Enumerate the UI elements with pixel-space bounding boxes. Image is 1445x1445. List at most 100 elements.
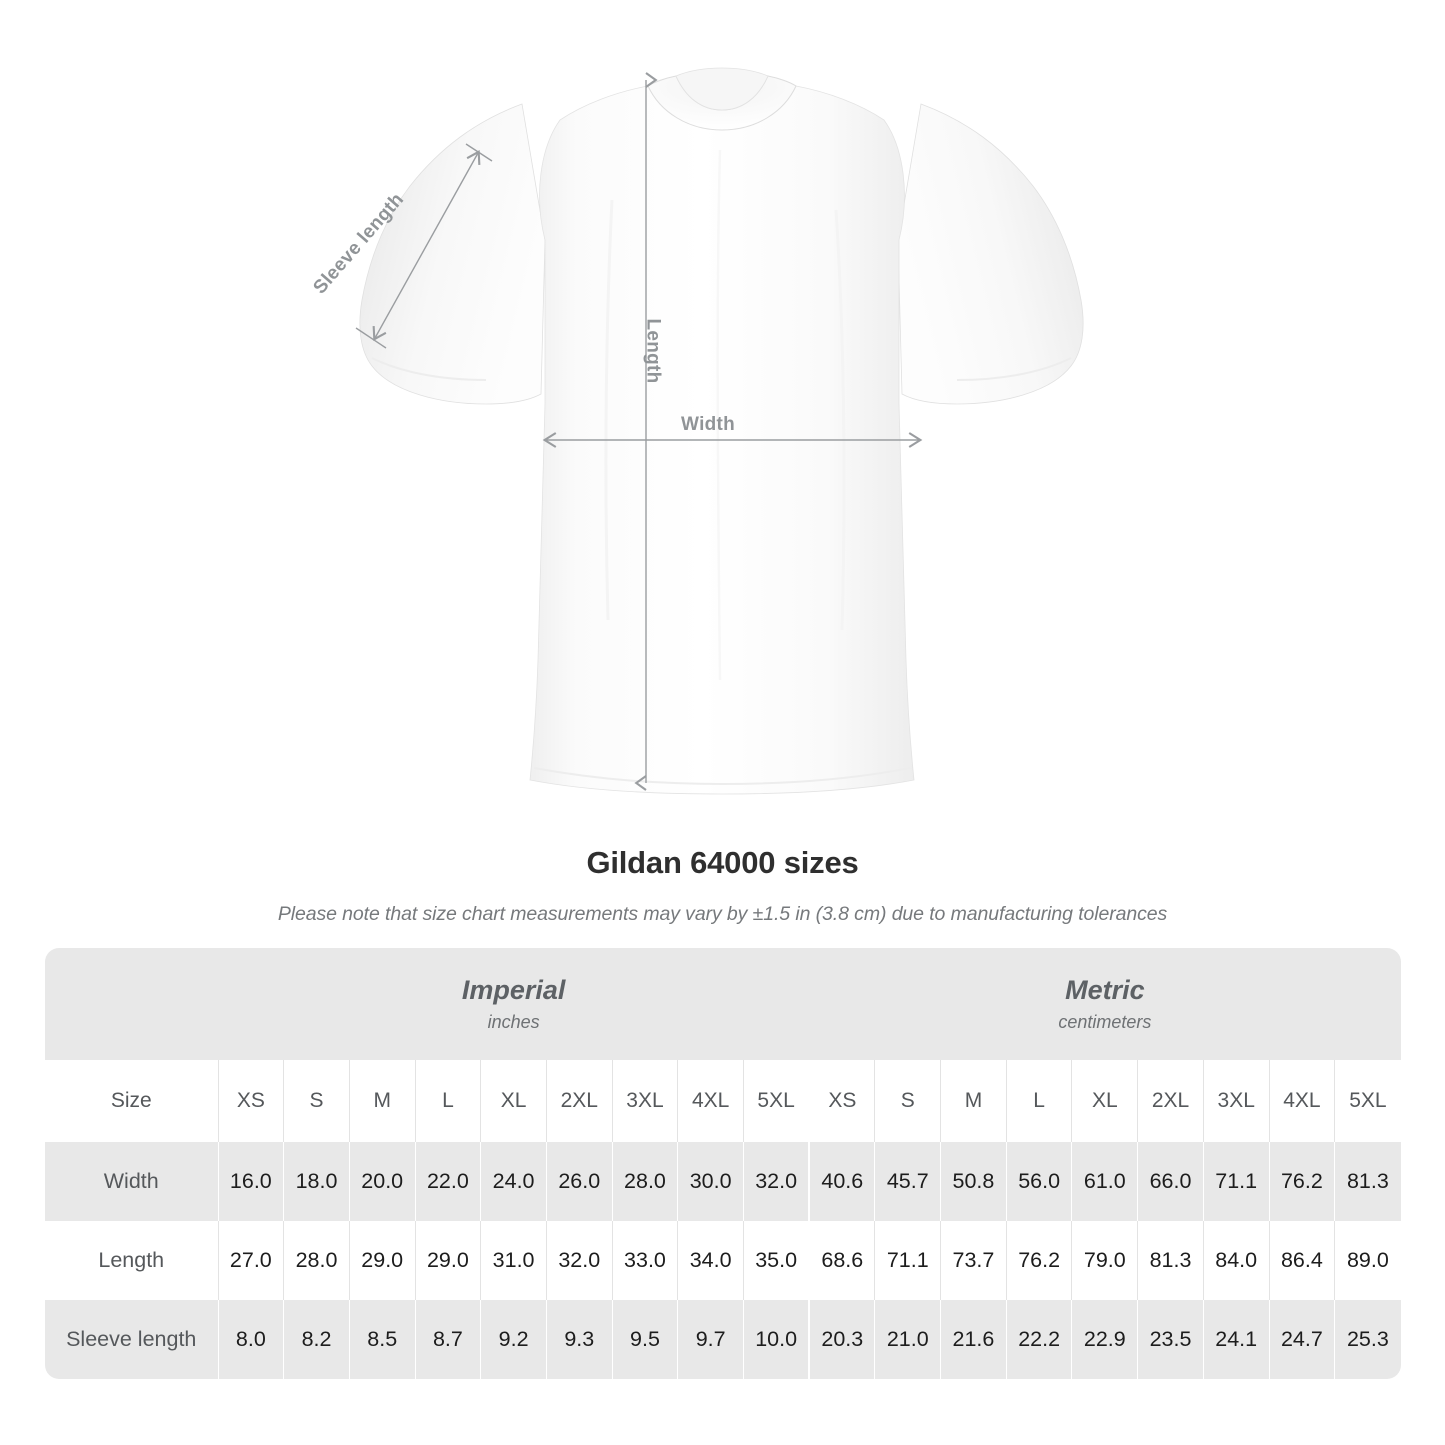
cell-length-imperial-2xl: 32.0: [545, 1221, 613, 1300]
cell-width-imperial-m: 20.0: [348, 1142, 416, 1221]
unit-header-imperial: Imperial inches: [218, 948, 810, 1060]
sleeve-measure-arrow: [372, 150, 481, 341]
size-header-metric-l: L: [1005, 1060, 1072, 1142]
sleeve-tick-top: [465, 143, 493, 162]
cell-length-imperial-4xl: 34.0: [677, 1221, 744, 1300]
cell-sleeve-length-imperial-s: 8.2: [283, 1300, 350, 1379]
unit-header-metric: Metric centimeters: [809, 948, 1401, 1060]
cell-width-metric-xl: 61.0: [1071, 1142, 1138, 1221]
cell-width-metric-3xl: 71.1: [1202, 1142, 1270, 1221]
cell-sleeve-length-imperial-m: 8.5: [348, 1300, 416, 1379]
left-sleeve-hem: [371, 357, 487, 381]
size-header-imperial-5xl: 5XL: [743, 1060, 810, 1142]
row-label-length: Length: [45, 1221, 219, 1300]
cell-length-metric-xs: 68.6: [808, 1221, 875, 1300]
size-header-metric-xl: XL: [1071, 1060, 1138, 1142]
size-header-imperial-2xl: 2XL: [545, 1060, 613, 1142]
size-header-imperial-xl: XL: [480, 1060, 547, 1142]
unit-name: Metric: [1065, 974, 1145, 1005]
cell-sleeve-length-imperial-2xl: 9.3: [545, 1300, 613, 1379]
cell-length-metric-2xl: 81.3: [1137, 1221, 1204, 1300]
cell-width-imperial-4xl: 30.0: [677, 1142, 744, 1221]
tolerance-note: Please note that size chart measurements…: [277, 903, 1168, 925]
cell-sleeve-length-imperial-xs: 8.0: [218, 1300, 284, 1379]
collar-opening: [675, 67, 769, 111]
cell-width-metric-4xl: 76.2: [1268, 1142, 1335, 1221]
cell-sleeve-length-imperial-3xl: 9.5: [611, 1300, 678, 1379]
width-label: Width: [681, 414, 736, 435]
cell-length-imperial-l: 29.0: [414, 1221, 481, 1300]
cell-length-metric-m: 73.7: [940, 1221, 1007, 1300]
cell-width-metric-xs: 40.6: [808, 1142, 875, 1221]
length-label: Length: [642, 318, 664, 384]
cell-length-imperial-m: 29.0: [348, 1221, 416, 1300]
unit-subtitle: centimeters: [1058, 1012, 1152, 1033]
size-header-imperial-l: L: [414, 1060, 481, 1142]
unit-subtitle: inches: [487, 1012, 540, 1033]
cell-sleeve-length-imperial-xl: 9.2: [480, 1300, 547, 1379]
size-chart-table-wrap: Imperial inches Metric centimeters Size XS S M L…: [45, 948, 1401, 1379]
cell-length-metric-4xl: 86.4: [1268, 1221, 1335, 1300]
cell-width-metric-s: 45.7: [874, 1142, 941, 1221]
cell-sleeve-length-metric-s: 21.0: [874, 1300, 941, 1379]
size-header-metric-m: M: [940, 1060, 1007, 1142]
row-label-width: Width: [45, 1142, 219, 1221]
right-sleeve: [897, 103, 1084, 405]
cell-sleeve-length-metric-5xl: 25.3: [1334, 1300, 1401, 1379]
size-header-imperial-4xl: 4XL: [677, 1060, 744, 1142]
cell-length-imperial-3xl: 33.0: [611, 1221, 678, 1300]
hem-line: [533, 767, 911, 786]
cell-width-metric-2xl: 66.0: [1137, 1142, 1204, 1221]
cell-sleeve-length-metric-m: 21.6: [940, 1300, 1007, 1379]
cell-width-imperial-xl: 24.0: [480, 1142, 547, 1221]
cell-width-imperial-5xl: 32.0: [743, 1142, 810, 1221]
size-header-metric-3xl: 3XL: [1202, 1060, 1270, 1142]
cell-width-metric-5xl: 81.3: [1334, 1142, 1401, 1221]
cell-sleeve-length-metric-4xl: 24.7: [1268, 1300, 1335, 1379]
unit-row-spacer: [45, 948, 218, 1060]
cell-width-imperial-xs: 16.0: [218, 1142, 284, 1221]
size-header-metric-s: S: [874, 1060, 941, 1142]
cell-length-metric-l: 76.2: [1005, 1221, 1072, 1300]
size-header-imperial-3xl: 3XL: [611, 1060, 678, 1142]
size-header-metric-2xl: 2XL: [1137, 1060, 1204, 1142]
cell-sleeve-length-metric-xs: 20.3: [808, 1300, 875, 1379]
cell-length-imperial-s: 28.0: [283, 1221, 350, 1300]
cell-sleeve-length-imperial-4xl: 9.7: [677, 1300, 744, 1379]
table-row: Sleeve length 8.0 8.2 8.5 8.7 9.2 9.3 9.5 9.7 10.…: [45, 1300, 1401, 1379]
tshirt-diagram: Sleeve length Length Width: [309, 67, 1084, 795]
cell-sleeve-length-imperial-5xl: 10.0: [743, 1300, 810, 1379]
cell-width-imperial-2xl: 26.0: [545, 1142, 613, 1221]
row-label-sleeve-length: Sleeve length: [45, 1300, 219, 1379]
title-block: Gildan 64000 sizes Please note that size…: [0, 845, 1445, 926]
right-sleeve-hem: [956, 357, 1072, 381]
cell-length-imperial-5xl: 35.0: [743, 1221, 810, 1300]
cell-sleeve-length-imperial-l: 8.7: [414, 1300, 481, 1379]
table-row: Width 16.0 18.0 20.0 22.0 24.0 26.0 28.0 30.0 32.…: [45, 1142, 1401, 1221]
size-header-row: Size XS S M L XL 2XL 3XL 4XL 5XL XS S M L XL 2XL 3XL 4XL 5…: [45, 1060, 1401, 1142]
size-header-imperial-s: S: [283, 1060, 350, 1142]
table-row: Length 27.0 28.0 29.0 29.0 31.0 32.0 33.0 34.0 35…: [45, 1221, 1401, 1300]
cell-length-metric-xl: 79.0: [1071, 1221, 1138, 1300]
size-header-imperial-m: M: [348, 1060, 416, 1142]
size-header-metric-xs: XS: [808, 1060, 875, 1142]
cell-length-metric-3xl: 84.0: [1202, 1221, 1270, 1300]
left-sleeve: [359, 103, 546, 405]
page-title: Gildan 64000 sizes: [586, 845, 859, 880]
cell-width-imperial-s: 18.0: [283, 1142, 350, 1221]
cell-width-imperial-3xl: 28.0: [611, 1142, 678, 1221]
cell-length-imperial-xs: 27.0: [218, 1221, 284, 1300]
fabric-fold: [604, 199, 614, 621]
sleeve-tick-bottom: [355, 327, 387, 349]
cell-width-metric-m: 50.8: [940, 1142, 1007, 1221]
cell-width-metric-l: 56.0: [1005, 1142, 1072, 1221]
size-header-metric-4xl: 4XL: [1268, 1060, 1335, 1142]
cell-length-imperial-xl: 31.0: [480, 1221, 547, 1300]
size-column-label: Size: [45, 1060, 219, 1142]
cell-width-imperial-l: 22.0: [414, 1142, 481, 1221]
unit-name: Imperial: [461, 974, 566, 1005]
cell-sleeve-length-metric-xl: 22.9: [1071, 1300, 1138, 1379]
unit-header-row: Imperial inches Metric centimeters: [45, 948, 1401, 1060]
cell-length-metric-5xl: 89.0: [1334, 1221, 1401, 1300]
cell-sleeve-length-metric-l: 22.2: [1005, 1300, 1072, 1379]
